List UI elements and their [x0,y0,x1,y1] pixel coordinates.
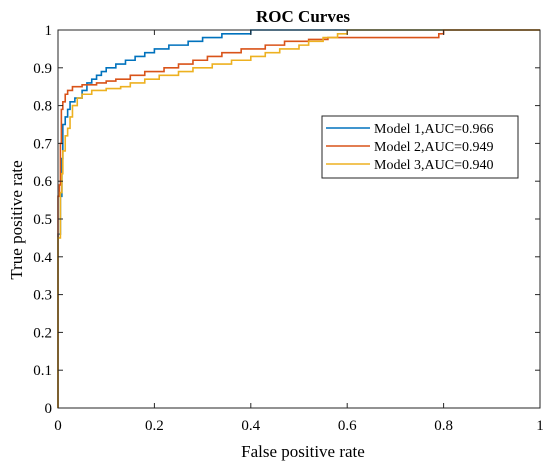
axes-layer: 0 0.2 0.4 0.6 0.8 1 0 0.1 0.2 0.3 0.4 0.5 0.6 0.7 0.8 0… [33,23,544,434]
y-tick-label: 0.3 [33,288,52,304]
y-tick-label: 0.2 [33,325,52,341]
chart-title: ROC Curves [256,7,350,26]
y-tick-label: 0 [45,401,53,417]
x-tick-label: 1 [536,418,544,434]
legend-box [321,115,519,179]
series-line-model-1 [57,29,540,408]
x-tick-label: 0.2 [145,418,164,434]
legend-label-model-1: Model 1,AUC=0.966 [374,122,494,137]
y-tick-label: 0.9 [33,61,52,77]
y-axis-title: True positive rate [7,160,26,279]
series-layer [57,29,540,408]
series-line-model-3 [57,29,540,408]
y-tick-label: 0.6 [33,174,52,190]
y-tick-label: 0.8 [33,99,52,115]
y-tick-label: 0.4 [33,250,52,266]
legend-label-model-2: Model 2,AUC=0.949 [374,140,494,155]
y-tick-label: 1 [45,23,53,39]
x-tick-label: 0 [54,418,62,434]
x-tick-label: 0.6 [338,418,357,434]
series-line-model-2 [57,29,540,408]
y-tick-label: 0.5 [33,212,52,228]
y-tick-label: 0.1 [33,363,52,379]
plot-area [58,30,540,408]
plot-background [58,30,540,408]
x-tick-label: 0.8 [434,418,453,434]
x-tick-label: 0.4 [241,418,260,434]
x-axis-title: False positive rate [241,442,365,461]
legend: Model 1,AUC=0.966 Model 2,AUC=0.949 Model … [321,115,519,179]
y-tick-label: 0.7 [33,136,52,152]
legend-label-model-3: Model 3,AUC=0.940 [374,158,494,173]
